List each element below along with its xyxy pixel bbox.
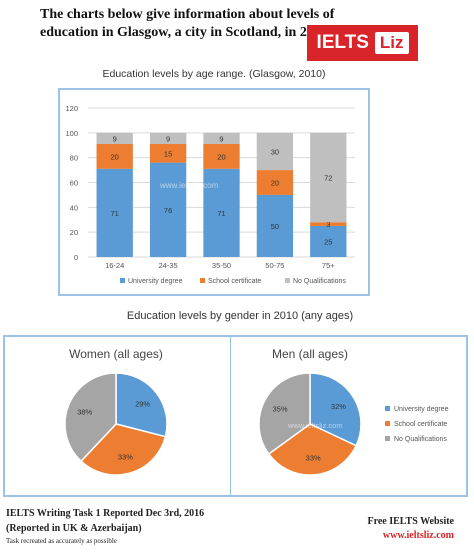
footer-line-2: (Reported in UK & Azerbaijan) [6,523,142,534]
footer-line-1: IELTS Writing Task 1 Reported Dec 3rd, 2… [6,508,205,519]
footer-line-3: Task recreated as accurately as possible [6,537,117,545]
pie-title-women: Women (all ages) [69,347,163,361]
ielts-liz-logo[interactable]: IELTS Liz [307,25,418,61]
footer-site-name: Free IELTS Website [367,516,455,527]
bar-chart-title: Education levels by age range. (Glasgow,… [102,68,326,80]
pie-title-men: Men (all ages) [271,347,349,361]
page-heading: The charts below give information about … [40,7,335,40]
bar-chart-frame [58,88,370,296]
pie-section-title: Education levels by gender in 2010 (any … [126,310,354,322]
logo-text-liz: Liz [374,32,409,54]
pie-divider [230,337,231,495]
footer-site-url[interactable]: www.ieltsliz.com [382,530,454,541]
logo-text-ielts: IELTS [316,32,369,53]
